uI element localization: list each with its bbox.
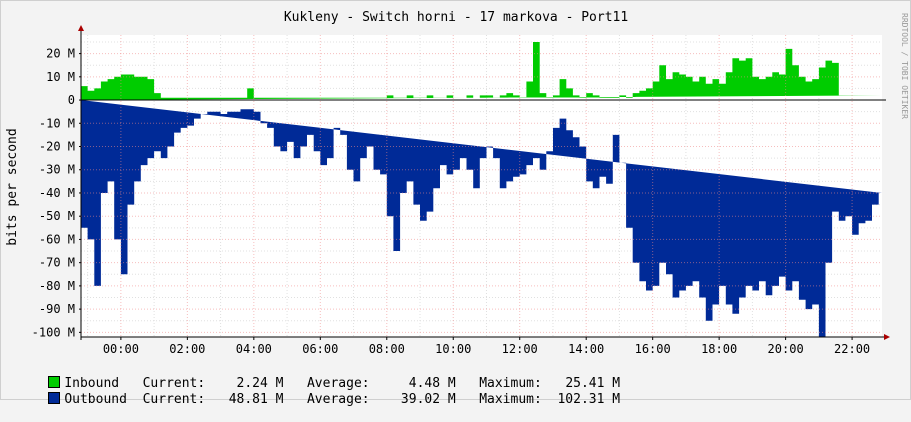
inbound-average: 4.48 M: [408, 376, 456, 391]
y-tick-label: -20 M: [39, 140, 75, 154]
legend-current-label: Current:: [142, 376, 206, 391]
chart-watermark: RRDTOOL / TOBI OETIKER: [900, 13, 909, 119]
y-tick-label: 20 M: [46, 47, 75, 61]
series-areas: [81, 42, 882, 337]
y-tick-label: 10 M: [46, 70, 75, 84]
inbound-swatch: [48, 376, 61, 388]
x-tick-label: 12:00: [502, 342, 538, 356]
y-axis-arrow: [78, 25, 84, 31]
series-area-inbound: [81, 42, 882, 100]
y-tick-label: -60 M: [39, 232, 75, 246]
y-tick-label: -80 M: [39, 279, 75, 293]
series-area-outbound: [81, 100, 882, 337]
traffic-chart: Kukleny - Switch horni - 17 markova - Po…: [5, 10, 909, 356]
x-tick-label: 06:00: [302, 342, 338, 356]
x-tick-label: 22:00: [834, 342, 870, 356]
graph-frame: Kukleny - Switch horni - 17 markova - Po…: [0, 0, 911, 407]
y-tick-label: -50 M: [39, 209, 75, 223]
y-tick-label: -30 M: [39, 163, 75, 177]
legend-average-label: Average:: [306, 376, 370, 391]
outbound-swatch: [48, 392, 61, 404]
x-tick-label: 10:00: [435, 342, 471, 356]
y-tick-label: 0: [68, 93, 75, 107]
legend-maximum-label: Maximum:: [479, 376, 542, 391]
y-tick-labels: 20 M 10 M 0 -10 M -20 M -30 M -40 M -50 M -60 M -…: [32, 47, 81, 339]
axes: [78, 25, 890, 340]
chart-title: Kukleny - Switch horni - 17 markova - Po…: [284, 10, 628, 25]
x-tick-label: 04:00: [236, 342, 272, 356]
inbound-maximum: 25.41 M: [565, 376, 621, 391]
y-tick-label: -10 M: [39, 116, 75, 130]
legend-inbound: Inbound Current: 2.24 M Average: 4.48 M …: [17, 361, 620, 406]
legend-inbound-name: Inbound: [64, 376, 120, 391]
x-axis-arrow: [884, 334, 890, 340]
y-tick-label: -70 M: [39, 256, 75, 270]
x-tick-label: 00:00: [103, 342, 139, 356]
inbound-current: 2.24 M: [236, 376, 284, 391]
x-tick-label: 18:00: [701, 342, 737, 356]
y-tick-label: -90 M: [39, 302, 75, 316]
y-tick-label: -40 M: [39, 186, 75, 200]
x-tick-label: 08:00: [369, 342, 405, 356]
x-tick-label: 14:00: [568, 342, 604, 356]
x-tick-label: 02:00: [169, 342, 205, 356]
x-tick-label: 16:00: [635, 342, 671, 356]
y-tick-label: -100 M: [32, 325, 75, 339]
x-tick-label: 20:00: [768, 342, 804, 356]
y-axis-label: bits per second: [5, 128, 20, 245]
x-tick-labels: 00:00 02:00 04:00 06:00 08:00 10:00 12:00 14:00…: [103, 337, 870, 356]
